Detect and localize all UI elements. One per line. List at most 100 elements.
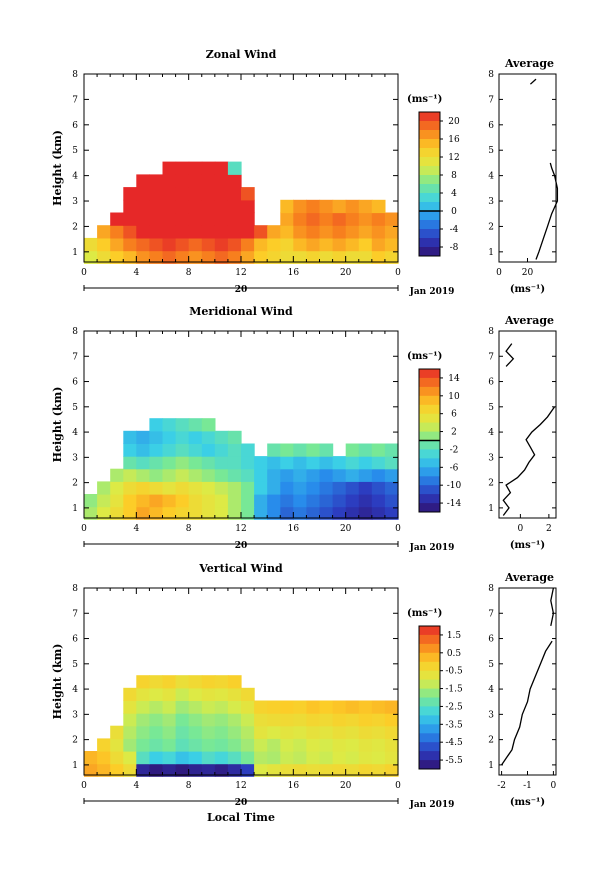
heatmap-cell — [371, 250, 386, 264]
heatmap-cell — [384, 443, 399, 457]
heatmap-cell — [332, 250, 347, 264]
y-tick-label: 6 — [72, 121, 78, 131]
heatmap-cell — [175, 713, 190, 727]
colorbar-segment — [419, 688, 440, 698]
heatmap-cell — [384, 763, 399, 777]
heatmap-cell — [306, 506, 321, 520]
heatmap-cell — [241, 763, 255, 777]
heatmap-cell — [254, 738, 268, 752]
heatmap-cell — [227, 763, 242, 777]
heatmap-cell — [84, 494, 98, 508]
heatmap-cell — [123, 725, 137, 739]
x-tick-label: 16 — [288, 524, 300, 534]
heatmap-cell — [227, 725, 242, 739]
heatmap-cell — [97, 481, 111, 495]
heatmap-cell — [241, 237, 255, 252]
heatmap-cell — [267, 443, 281, 457]
colorbar-segment — [419, 413, 440, 424]
average-frame — [498, 330, 557, 519]
heatmap-cell — [227, 250, 242, 264]
heatmap-cell — [162, 225, 177, 239]
colorbar-segment — [419, 121, 440, 131]
heatmap-cell — [175, 506, 190, 520]
heatmap-cell — [345, 700, 360, 714]
colorbar-tick-label: 16 — [448, 135, 460, 145]
colorbar-segment — [419, 166, 440, 176]
heatmap-cell — [319, 763, 334, 777]
colorbar-segment — [419, 476, 440, 486]
colorbar-tick-label: 2 — [451, 428, 457, 438]
average-profile-upper-line — [550, 587, 555, 627]
heatmap-cell — [358, 456, 373, 470]
heatmap-cell — [371, 494, 386, 508]
average-frame — [498, 587, 557, 776]
heatmap-cell — [319, 738, 334, 752]
average-y-tick-label: 8 — [488, 584, 494, 594]
heatmap-cell — [136, 430, 150, 444]
heatmap-cell — [267, 237, 281, 252]
colorbar-segment — [419, 670, 440, 681]
heatmap-cell — [110, 506, 124, 520]
average-x-tick-label: 20 — [522, 268, 534, 278]
heatmap-cell — [254, 700, 268, 714]
heatmap-cell — [280, 225, 294, 239]
colorbar-tick-label: -4 — [450, 225, 459, 235]
average-y-tick-label: 6 — [488, 121, 494, 131]
heatmap-cell — [97, 506, 111, 520]
heatmap-cell — [175, 738, 190, 752]
y-tick-label: 5 — [72, 403, 78, 413]
heatmap-cell — [175, 174, 190, 188]
colorbar-unit: (ms⁻¹) — [407, 94, 442, 105]
heatmap-cell — [345, 494, 360, 508]
y-axis-label: Height (km) — [51, 644, 64, 720]
y-tick-label: 3 — [72, 453, 78, 463]
heatmap-cell — [371, 199, 386, 214]
heatmap-cell — [371, 738, 386, 752]
heatmap-cell — [136, 481, 150, 495]
heatmap-cell — [267, 225, 281, 239]
heatmap-cell — [293, 212, 307, 226]
heatmap-cell — [306, 237, 321, 252]
heatmap-cell — [149, 713, 164, 727]
average-profile-upper-line — [505, 343, 515, 367]
colorbar-segment — [419, 742, 440, 752]
heatmap-cell — [162, 481, 177, 495]
heatmap-cell — [136, 187, 150, 201]
heatmap-cell — [110, 212, 124, 226]
heatmap-cell — [241, 494, 255, 508]
heatmap-cell — [384, 738, 399, 752]
colorbar-tick-label: -3.5 — [445, 720, 463, 730]
heatmap-cell — [254, 763, 268, 777]
heatmap-cell — [280, 700, 294, 714]
heatmap-cell — [123, 481, 137, 495]
heatmap-cell — [345, 225, 360, 239]
heatmap-cell — [149, 225, 164, 239]
colorbar-tick-label: 10 — [448, 392, 460, 402]
colorbar-segment — [419, 422, 440, 432]
heatmap-cell — [306, 456, 321, 470]
x-tick-label: 8 — [186, 781, 192, 791]
heatmap-cell — [267, 751, 281, 765]
heatmap-cell — [319, 443, 334, 457]
x-tick-label: 12 — [235, 781, 246, 791]
heatmap-cell — [358, 443, 373, 457]
heatmap-cell — [136, 751, 150, 765]
heatmap-cell — [345, 237, 360, 252]
heatmap-cell — [358, 250, 373, 264]
heatmap-cell — [358, 763, 373, 777]
colorbar-segment — [419, 175, 440, 185]
heatmap-cell — [123, 700, 137, 714]
heatmap-cell — [110, 725, 124, 739]
heatmap-cell — [384, 751, 399, 765]
heatmap-cell — [110, 751, 124, 765]
average-profile-line — [501, 640, 553, 766]
heatmap-cell — [227, 738, 242, 752]
heatmap-cell — [136, 225, 150, 239]
heatmap-cell — [293, 763, 307, 777]
y-tick-label: 8 — [72, 70, 78, 80]
heatmap-cell — [332, 481, 347, 495]
heatmap-cell — [254, 725, 268, 739]
heatmap-cell — [214, 237, 229, 252]
heatmap-cell — [214, 738, 229, 752]
